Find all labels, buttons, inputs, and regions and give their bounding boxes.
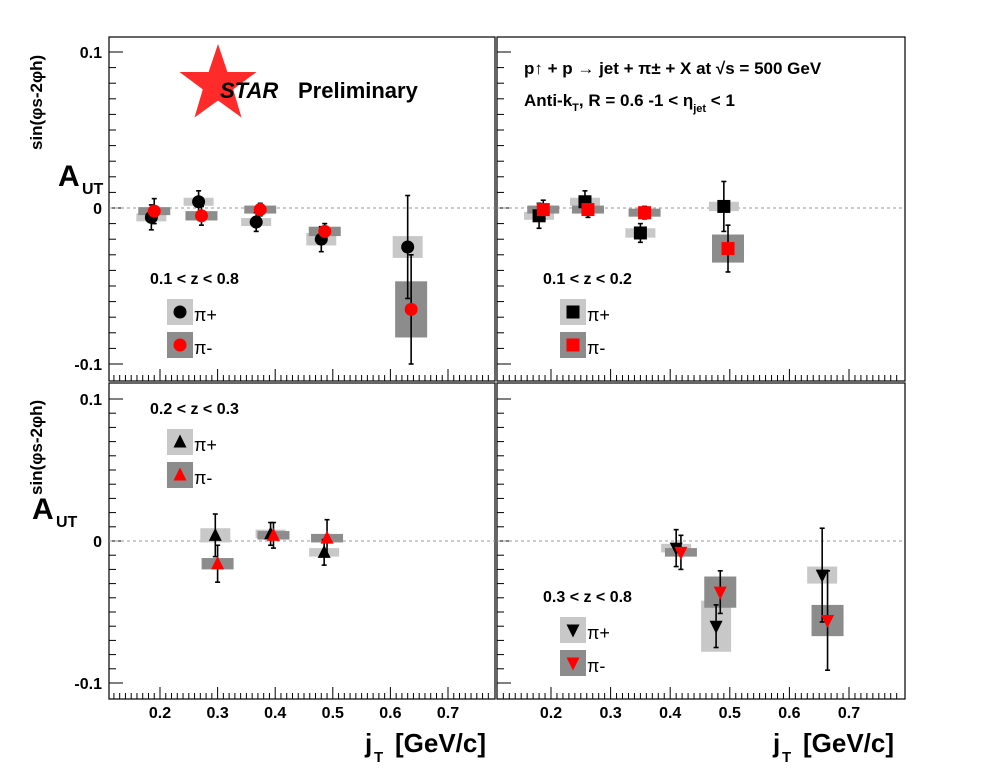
legend-marker bbox=[173, 338, 187, 352]
zero-lines bbox=[109, 207, 905, 542]
legend-z-range: 0.2 < z < 0.3 bbox=[150, 401, 239, 418]
legend-marker bbox=[566, 624, 580, 638]
title-line2-c: , R = 0.6 -1 < η bbox=[579, 91, 693, 110]
ylabel-main: A bbox=[32, 493, 54, 526]
legend-marker bbox=[566, 657, 580, 671]
x-tick-label: 0.4 bbox=[264, 705, 286, 722]
star-preliminary-logo: STAR Preliminary bbox=[179, 44, 419, 118]
legend-z-range: 0.3 < z < 0.8 bbox=[543, 589, 632, 606]
logo-preliminary-text: Preliminary bbox=[298, 78, 419, 103]
x-tick-label: 0.6 bbox=[778, 705, 800, 722]
data-point bbox=[192, 195, 206, 209]
data-layer bbox=[136, 180, 844, 672]
ylabel-sup: sin(φs-2φh) bbox=[27, 400, 46, 495]
legend-entry: π- bbox=[587, 338, 605, 358]
legend-z-range: 0.1 < z < 0.8 bbox=[150, 271, 239, 288]
xlabel-sub: T bbox=[374, 749, 383, 766]
xlabel-main: j bbox=[364, 728, 372, 758]
data-point bbox=[713, 586, 727, 600]
ylabel-main: A bbox=[58, 160, 80, 193]
x-tick-label: 0.6 bbox=[379, 705, 401, 722]
data-point bbox=[721, 242, 735, 256]
data-point bbox=[404, 302, 418, 316]
y-axis-label-top: A UT sin(φs-2φh) bbox=[27, 55, 104, 198]
panel-frame-top-left bbox=[108, 36, 496, 382]
title-line2: Anti-kT, R = 0.6 -1 < ηjet < 1 bbox=[524, 91, 735, 115]
x-axis-label-left: j T [GeV/c] bbox=[364, 728, 486, 766]
x-tick-label: 0.3 bbox=[599, 705, 621, 722]
xlabel-units: [GeV/c] bbox=[803, 728, 894, 758]
legend-marker bbox=[566, 305, 580, 319]
data-point bbox=[815, 569, 829, 583]
y-tick-label: 0.1 bbox=[80, 392, 102, 409]
title-line2-e: < 1 bbox=[706, 91, 735, 110]
data-point bbox=[194, 209, 208, 223]
title-line2-d: jet bbox=[692, 103, 706, 115]
legend-marker bbox=[173, 305, 187, 319]
x-tick-label: 0.5 bbox=[719, 705, 741, 722]
data-point bbox=[249, 215, 263, 229]
data-point bbox=[821, 615, 835, 629]
legend-entry: π- bbox=[587, 656, 605, 676]
tick-layer: 0.1 0.1 0 0 -0.1 -0.1 0.2 0.2 0.3 0.3 0.4 0.4 0.5 0.5… bbox=[74, 45, 898, 722]
y-tick-label: 0 bbox=[93, 201, 102, 218]
x-tick-label: 0.2 bbox=[540, 705, 562, 722]
title-line2-a: Anti-k bbox=[524, 91, 573, 110]
legend-entry: π+ bbox=[194, 435, 217, 455]
legend-marker bbox=[173, 467, 187, 481]
x-tick-label: 0.2 bbox=[149, 705, 171, 722]
ylabel-sub: UT bbox=[56, 514, 78, 531]
xlabel-main: j bbox=[772, 728, 780, 758]
y-axis-label-bottom: A UT sin(φs-2φh) bbox=[27, 400, 78, 531]
panel-frame-top-right bbox=[496, 36, 906, 382]
x-tick-label: 0.3 bbox=[206, 705, 228, 722]
y-tick-label: -0.1 bbox=[74, 357, 102, 374]
data-point bbox=[581, 203, 595, 217]
xlabel-units: [GeV/c] bbox=[395, 728, 486, 758]
x-tick-label: 0.4 bbox=[659, 705, 681, 722]
x-axis-label-right: j T [GeV/c] bbox=[772, 728, 894, 766]
ylabel-sub: UT bbox=[82, 181, 104, 198]
legend-marker bbox=[173, 434, 187, 448]
logo-star-text: STAR bbox=[220, 78, 278, 103]
data-point bbox=[717, 199, 731, 213]
data-point bbox=[147, 204, 161, 218]
title-line2-b: T bbox=[572, 102, 579, 114]
x-tick-label: 0.7 bbox=[838, 705, 860, 722]
xlabel-sub: T bbox=[782, 749, 791, 766]
legend-z-range: 0.1 < z < 0.2 bbox=[543, 271, 632, 288]
data-point bbox=[266, 527, 280, 541]
data-point bbox=[401, 240, 415, 254]
data-point bbox=[709, 620, 723, 634]
data-point bbox=[318, 224, 332, 238]
data-point bbox=[633, 226, 647, 240]
data-point bbox=[253, 203, 267, 217]
x-tick-label: 0.5 bbox=[322, 705, 344, 722]
legend-entry: π+ bbox=[587, 623, 610, 643]
legend-entry: π- bbox=[194, 338, 212, 358]
data-point bbox=[320, 530, 334, 544]
y-tick-label: 0 bbox=[93, 534, 102, 551]
star-icon bbox=[179, 44, 257, 118]
data-point bbox=[211, 556, 225, 570]
legend-marker bbox=[566, 338, 580, 352]
ylabel-sup: sin(φs-2φh) bbox=[27, 55, 46, 150]
y-tick-label: 0.1 bbox=[80, 45, 102, 62]
legend-entry: π+ bbox=[194, 305, 217, 325]
data-point bbox=[674, 546, 688, 560]
legend-layer: 0.1 < z < 0.8 π+ π- 0.1 < z < 0.2 π+ π- 0.2 < … bbox=[150, 271, 632, 676]
x-tick-label: 0.7 bbox=[437, 705, 459, 722]
data-point bbox=[208, 527, 222, 541]
y-tick-label: -0.1 bbox=[74, 676, 102, 693]
data-point bbox=[638, 206, 652, 220]
data-point bbox=[536, 203, 550, 217]
legend-entry: π- bbox=[194, 468, 212, 488]
legend-entry: π+ bbox=[587, 305, 610, 325]
plot-title: p↑ + p → jet + π± + X at √s = 500 GeV An… bbox=[524, 59, 822, 115]
title-line1: p↑ + p → jet + π± + X at √s = 500 GeV bbox=[524, 59, 822, 78]
